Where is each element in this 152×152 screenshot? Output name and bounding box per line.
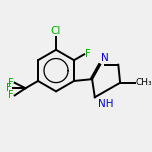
Text: NH: NH bbox=[98, 99, 113, 109]
Text: F: F bbox=[85, 49, 91, 59]
Text: Cl: Cl bbox=[51, 26, 61, 36]
Text: F: F bbox=[8, 90, 14, 100]
Text: F: F bbox=[8, 78, 14, 88]
Text: CH₃: CH₃ bbox=[135, 78, 152, 87]
Text: F: F bbox=[6, 83, 12, 93]
Text: N: N bbox=[101, 53, 109, 63]
